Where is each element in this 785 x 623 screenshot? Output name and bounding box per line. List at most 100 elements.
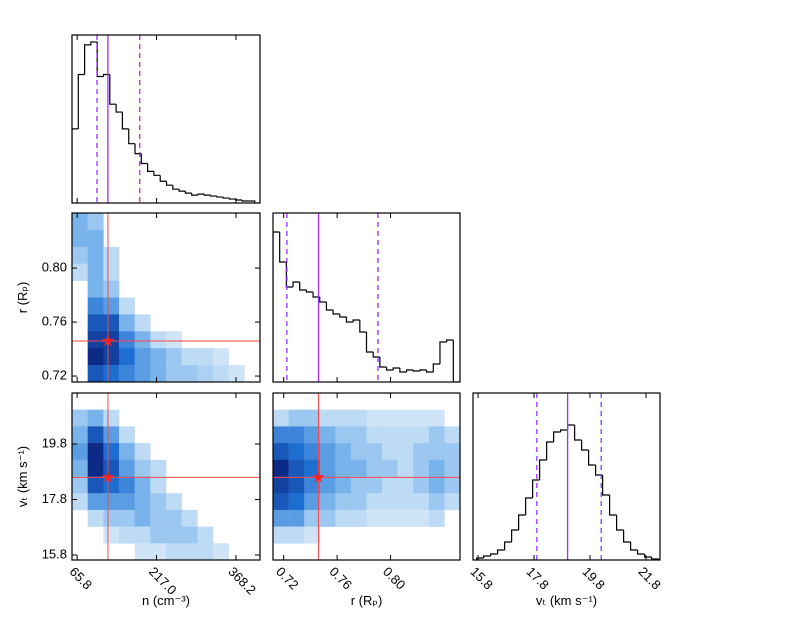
- histogram-step: [616, 515, 624, 531]
- density-cell: [87, 331, 104, 349]
- histogram-step: [319, 297, 327, 303]
- density-cell: [273, 493, 289, 511]
- histogram-step: [210, 195, 217, 197]
- panel: 15.8 17.8 19.8 21.8 vₜ (km s⁻¹): [467, 392, 664, 608]
- histogram-step: [325, 302, 334, 311]
- density-cell: [288, 476, 305, 494]
- density-cell: [350, 476, 367, 494]
- histogram-step: [490, 553, 498, 556]
- density-cell: [134, 459, 151, 477]
- density-cell: [319, 426, 336, 444]
- density-cell: [288, 526, 305, 544]
- histogram-step: [483, 555, 491, 558]
- x-axis-label: vₜ (km s⁻¹): [536, 593, 597, 608]
- density-cell: [87, 409, 104, 427]
- density-cell: [273, 409, 289, 427]
- histogram-step: [560, 429, 568, 432]
- y-axis-label: r (Rₚ): [15, 282, 30, 314]
- density-cell: [134, 526, 151, 544]
- histogram-step: [279, 232, 287, 263]
- histogram-step: [90, 41, 98, 45]
- histogram-step: [553, 431, 561, 442]
- panel: [71, 34, 261, 204]
- best-fit-marker: [312, 470, 325, 483]
- histogram-step: [532, 479, 540, 498]
- density-cell: [304, 509, 321, 527]
- histogram-step: [216, 196, 224, 198]
- density-cell: [134, 443, 151, 461]
- density-cell: [397, 493, 414, 511]
- density-cell: [382, 409, 398, 427]
- density-cell: [87, 443, 104, 461]
- histogram-step: [128, 128, 136, 145]
- histogram-step: [121, 112, 129, 130]
- density-cell: [181, 543, 198, 560]
- density-cell: [181, 348, 198, 366]
- density-cell: [103, 493, 120, 511]
- density-cell: [103, 443, 120, 461]
- density-cell: [134, 509, 151, 527]
- density-cell: [134, 476, 151, 494]
- density-cell: [150, 543, 167, 560]
- histogram-step: [546, 441, 554, 460]
- density-cell: [288, 409, 305, 427]
- histogram-step: [432, 363, 440, 372]
- x-tick-label: 19.8: [579, 564, 608, 593]
- density-cell: [366, 493, 383, 511]
- density-cell: [304, 426, 321, 444]
- density-cell: [72, 426, 88, 444]
- density-cell: [87, 476, 104, 494]
- plot-area: [273, 213, 460, 382]
- density-cell: [166, 348, 182, 366]
- histogram-step: [165, 181, 173, 186]
- histogram-step: [497, 549, 505, 554]
- histogram-step: [109, 74, 117, 105]
- density-cell: [103, 365, 120, 382]
- density-cell: [150, 509, 167, 527]
- density-cell: [119, 476, 135, 494]
- density-cell: [444, 426, 460, 444]
- histogram-step: [191, 193, 199, 196]
- density-cell: [413, 409, 430, 427]
- density-cell: [304, 459, 321, 477]
- density-cell: [413, 476, 430, 494]
- density-cell: [134, 493, 151, 511]
- density-cell: [197, 526, 214, 544]
- density-cell: [366, 443, 383, 461]
- histogram-step: [172, 185, 180, 190]
- density-cell: [103, 476, 120, 494]
- density-cell: [335, 409, 352, 427]
- density-cell: [304, 443, 321, 461]
- density-cell: [103, 246, 120, 264]
- density-cell: [87, 280, 104, 298]
- density-cell: [119, 365, 135, 382]
- density-cell: [103, 526, 120, 544]
- histogram-step: [96, 41, 104, 78]
- density-cell: [134, 543, 151, 560]
- density-cell: [103, 409, 120, 427]
- density-cell: [103, 263, 120, 281]
- histogram-step: [385, 367, 394, 371]
- histogram-step: [159, 175, 167, 182]
- histogram-step: [412, 370, 420, 372]
- y-tick-label: 17.8: [42, 491, 67, 506]
- density-cell: [350, 493, 367, 511]
- density-cell: [335, 443, 352, 461]
- panel-frame: [71, 392, 261, 561]
- density-cell: [319, 459, 336, 477]
- density-cell: [166, 543, 182, 560]
- y-tick-label: 19.8: [42, 435, 67, 450]
- density-cell: [382, 493, 398, 511]
- density-cell: [382, 426, 398, 444]
- density-cell: [413, 443, 430, 461]
- density-cell: [87, 459, 104, 477]
- density-cell: [428, 476, 445, 494]
- density-cell: [119, 348, 135, 366]
- density-cell: [119, 509, 135, 527]
- density-cell: [87, 365, 104, 382]
- density-cell: [87, 348, 104, 366]
- plot-area: [476, 393, 660, 560]
- density-cell: [119, 331, 135, 349]
- density-cell: [150, 331, 167, 349]
